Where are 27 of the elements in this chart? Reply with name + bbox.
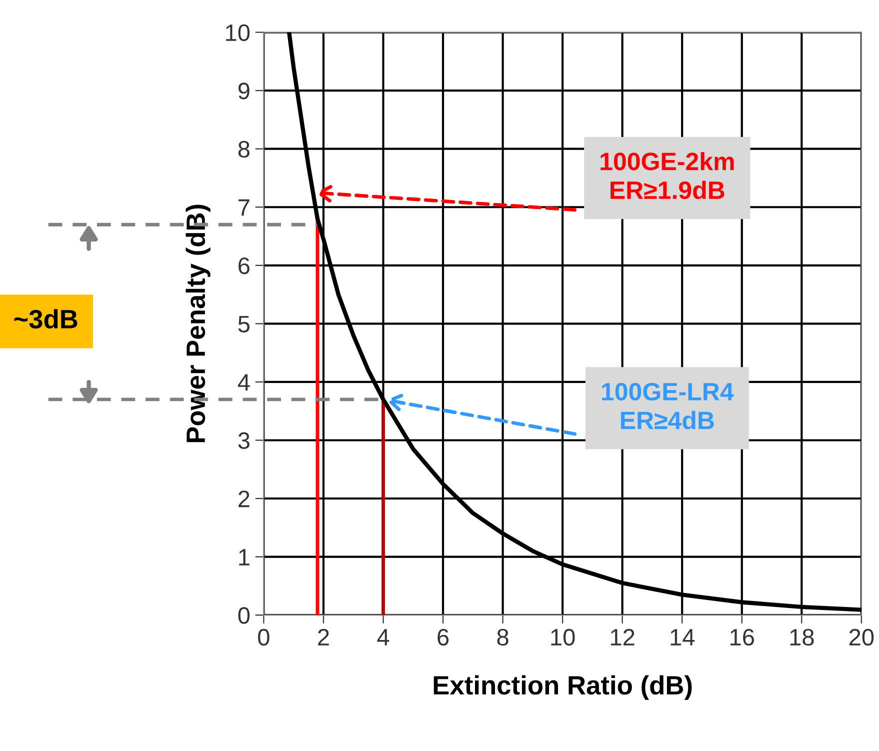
y-tick-label: 5: [238, 316, 250, 332]
x-tick-label: 0: [258, 628, 270, 646]
y-tick-label: 9: [238, 82, 250, 100]
x-tick-label: 2: [318, 628, 329, 646]
x-tick-label: 18: [790, 628, 814, 646]
x-tick-label: 6: [438, 628, 449, 646]
x-tick-label: 16: [730, 628, 754, 646]
y-tick-label: 10: [226, 24, 250, 42]
y-axis-title: Power Penalty (dB): [186, 204, 210, 442]
y-tick-label: 0: [238, 607, 250, 624]
y-tick-label: 1: [239, 549, 250, 566]
y-tick-label: 8: [238, 140, 250, 158]
x-tick-label: 8: [497, 628, 508, 646]
x-tick-label: 10: [551, 628, 575, 646]
y-tick-label: 6: [238, 257, 250, 274]
x-axis-title: Extinction Ratio (dB): [434, 675, 692, 700]
y-tick-label: 2: [238, 490, 250, 508]
x-tick-label: 12: [611, 628, 634, 646]
text: ~3dB: [14, 309, 78, 329]
x-tick-label: 14: [670, 629, 695, 646]
x-tick-label: 4: [377, 629, 390, 646]
annotation: 100GE-2km ER≥1.9dB: [600, 152, 734, 200]
y-tick-label: 3: [238, 432, 250, 450]
annotation: 100GE-LR4 ER≥4dB: [602, 382, 734, 430]
y-tick-label: 7: [238, 199, 250, 216]
x-tick-label: 20: [849, 628, 874, 646]
y-tick-label: 4: [238, 374, 250, 391]
